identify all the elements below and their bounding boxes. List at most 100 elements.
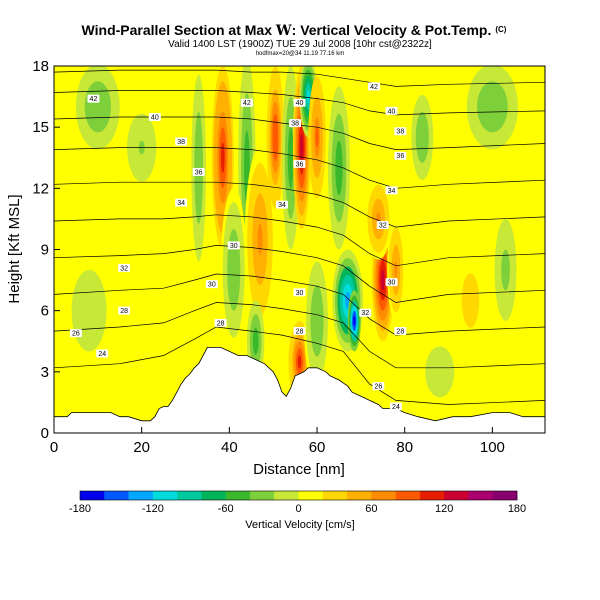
title-suffix: : Vertical Velocity & Pot.Temp. — [292, 22, 492, 38]
colorbar-swatch — [104, 491, 129, 500]
contour-label-box — [385, 278, 398, 287]
velocity-band — [306, 89, 310, 104]
contour-label: 36 — [394, 151, 407, 160]
velocity-band — [487, 98, 498, 116]
velocity-cell — [308, 76, 326, 199]
contour-label: 30 — [293, 288, 306, 297]
isentrope-28 — [54, 273, 545, 336]
contour-label-box — [385, 106, 398, 115]
isentrope-label-layer: 42 40 38 36 34 32 30 28 26 24 28 30 42 40 38 36 34 30 28 32… — [69, 82, 407, 411]
contour-label-text: 30 — [230, 243, 238, 250]
velocity-band — [436, 366, 443, 377]
contour-label-text: 24 — [98, 351, 106, 358]
contour-label: 28 — [118, 306, 131, 315]
contour-label: 38 — [394, 127, 407, 136]
contour-label-text: 24 — [392, 404, 400, 411]
contour-label-box — [118, 263, 131, 272]
colorbar-swatch — [322, 491, 348, 500]
contour-label-text: 30 — [208, 282, 216, 289]
contour-label-box — [368, 82, 381, 91]
title-symbol: W — [275, 23, 292, 39]
copyright-mark: (C) — [495, 25, 506, 34]
y-tick-label: 9 — [41, 242, 49, 259]
velocity-band — [245, 149, 249, 187]
y-tick-label: 12 — [32, 180, 49, 197]
contour-label: 32 — [359, 308, 372, 317]
velocity-band — [314, 308, 320, 333]
contour-label-text: 40 — [151, 114, 159, 121]
contour-label-box — [394, 151, 407, 160]
colorbar-swatch — [152, 491, 178, 500]
colorbar-swatch — [274, 491, 299, 500]
contour-label-box — [389, 402, 402, 411]
contour-label-text: 36 — [396, 153, 404, 160]
contour-label-text: 28 — [120, 308, 128, 315]
isentrope-38 — [54, 116, 545, 150]
contour-label: 32 — [376, 221, 389, 230]
contour-label: 42 — [87, 94, 100, 103]
contour-label: 36 — [192, 168, 205, 177]
contour-label: 38 — [289, 119, 302, 128]
contour-label-box — [289, 119, 302, 128]
velocity-cell — [211, 66, 234, 250]
hodfmax-line: hodfmax=20@34 11.19 77.16 km — [256, 51, 345, 57]
colorbar-swatch — [444, 491, 469, 500]
velocity-cell — [220, 188, 247, 352]
contour-label-box — [385, 186, 398, 195]
colorbar-swatch — [128, 491, 154, 500]
contour-label: 28 — [293, 327, 306, 336]
y-tick-label: 6 — [41, 303, 49, 320]
colorbar-swatch — [371, 491, 396, 500]
colorbar-tick-label: 0 — [295, 503, 301, 515]
contour-label-text: 40 — [296, 100, 304, 107]
contour-label-text: 34 — [177, 200, 185, 207]
contour-label-box — [293, 327, 306, 336]
contour-label-text: 32 — [361, 310, 369, 317]
plot-area: 42 40 38 36 34 32 30 28 26 24 28 30 42 40 38 36 34 30 28 32… — [54, 66, 545, 433]
contour-label-text: 42 — [370, 84, 378, 91]
contour-label-box — [394, 127, 407, 136]
contour-label: 28 — [214, 318, 227, 327]
contour-label-text: 26 — [72, 331, 80, 338]
contour-label-box — [175, 137, 188, 146]
contour-label: 30 — [205, 280, 218, 289]
velocity-cell — [365, 178, 392, 260]
contour-label-text: 34 — [388, 188, 396, 195]
contour-label-text: 34 — [278, 202, 286, 209]
contour-label-text: 32 — [120, 265, 128, 272]
contour-label: 42 — [240, 98, 253, 107]
y-tick-label: 0 — [41, 425, 49, 442]
contour-label-box — [376, 221, 389, 230]
colorbar-swatch — [347, 491, 372, 500]
contour-label-text: 30 — [296, 290, 304, 297]
contour-label-box — [359, 308, 372, 317]
colorbar-label: Vertical Velocity [cm/s] — [245, 519, 354, 531]
contour-label-text: 32 — [379, 223, 387, 230]
contour-label-box — [293, 159, 306, 168]
colorbar-tick-label: -60 — [218, 503, 234, 515]
velocity-band — [420, 128, 425, 146]
x-tick-label: 60 — [309, 439, 326, 456]
velocity-cell — [492, 208, 519, 332]
isentrope-40 — [54, 90, 545, 116]
velocity-cell — [266, 66, 285, 209]
contour-label-text: 26 — [375, 384, 383, 391]
x-tick-label: 0 — [50, 439, 58, 456]
velocity-band — [254, 334, 258, 349]
velocity-band — [353, 315, 356, 326]
contour-label: 30 — [385, 278, 398, 287]
contour-label-box — [96, 349, 109, 358]
contour-label: 42 — [368, 82, 381, 91]
isentrope-24 — [54, 326, 545, 405]
contour-label-text: 38 — [177, 139, 185, 146]
x-axis: 0 20 40 60 80 100 — [50, 427, 505, 456]
colorbar-swatch — [249, 491, 275, 500]
velocity-band — [273, 125, 277, 150]
colorbar-swatch — [298, 491, 324, 500]
contour-label: 34 — [175, 198, 188, 207]
colorbar-tick-label: 180 — [508, 503, 526, 515]
contour-label-box — [87, 94, 100, 103]
colorbar-tick-label: 120 — [435, 503, 453, 515]
isentrope-42 — [54, 69, 545, 87]
x-tick-label: 20 — [133, 439, 150, 456]
